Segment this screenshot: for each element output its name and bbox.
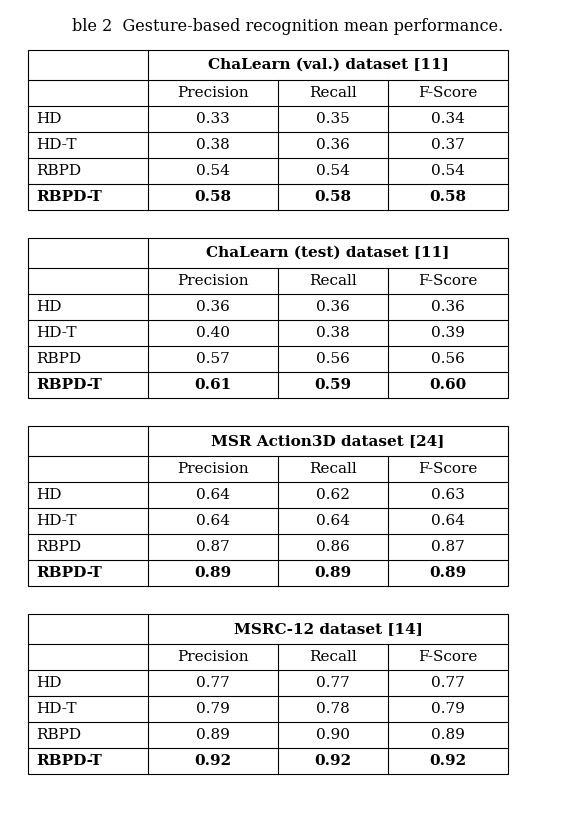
Text: 0.59: 0.59 xyxy=(314,378,351,392)
Text: 0.58: 0.58 xyxy=(430,190,467,204)
Text: 0.57: 0.57 xyxy=(196,352,230,366)
Text: 0.33: 0.33 xyxy=(196,112,230,126)
Text: F-Score: F-Score xyxy=(418,650,478,664)
Text: 0.56: 0.56 xyxy=(316,352,350,366)
Text: MSR Action3D dataset [24]: MSR Action3D dataset [24] xyxy=(211,434,445,448)
Text: 0.79: 0.79 xyxy=(196,702,230,716)
Text: Recall: Recall xyxy=(309,274,357,288)
Text: 0.64: 0.64 xyxy=(316,514,350,528)
Text: 0.36: 0.36 xyxy=(431,300,465,314)
Text: 0.87: 0.87 xyxy=(196,540,230,554)
Text: HD: HD xyxy=(36,488,62,502)
Text: RBPD: RBPD xyxy=(36,352,81,366)
Text: 0.89: 0.89 xyxy=(431,728,465,742)
Text: 0.89: 0.89 xyxy=(314,566,351,580)
Text: 0.58: 0.58 xyxy=(195,190,232,204)
Text: HD-T: HD-T xyxy=(36,702,77,716)
Text: 0.92: 0.92 xyxy=(195,754,232,768)
Text: ChaLearn (test) dataset [11]: ChaLearn (test) dataset [11] xyxy=(206,246,450,260)
Text: 0.90: 0.90 xyxy=(316,728,350,742)
Text: 0.60: 0.60 xyxy=(429,378,467,392)
Text: 0.86: 0.86 xyxy=(316,540,350,554)
Text: RBPD: RBPD xyxy=(36,540,81,554)
Bar xyxy=(28,50,508,210)
Text: RBPD-T: RBPD-T xyxy=(36,190,102,204)
Text: RBPD-T: RBPD-T xyxy=(36,378,102,392)
Text: 0.35: 0.35 xyxy=(316,112,350,126)
Text: Recall: Recall xyxy=(309,462,357,476)
Text: F-Score: F-Score xyxy=(418,462,478,476)
Text: 0.63: 0.63 xyxy=(431,488,465,502)
Text: HD: HD xyxy=(36,300,62,314)
Text: 0.89: 0.89 xyxy=(429,566,467,580)
Text: 0.40: 0.40 xyxy=(196,326,230,340)
Text: 0.58: 0.58 xyxy=(314,190,351,204)
Text: HD-T: HD-T xyxy=(36,326,77,340)
Text: 0.64: 0.64 xyxy=(431,514,465,528)
Text: ble 2  Gesture-based recognition mean performance.: ble 2 Gesture-based recognition mean per… xyxy=(73,18,503,35)
Text: 0.54: 0.54 xyxy=(316,164,350,178)
Text: HD-T: HD-T xyxy=(36,138,77,152)
Text: 0.77: 0.77 xyxy=(316,676,350,690)
Text: 0.56: 0.56 xyxy=(431,352,465,366)
Text: 0.38: 0.38 xyxy=(196,138,230,152)
Text: 0.54: 0.54 xyxy=(196,164,230,178)
Text: 0.36: 0.36 xyxy=(316,138,350,152)
Text: 0.61: 0.61 xyxy=(194,378,232,392)
Text: HD-T: HD-T xyxy=(36,514,77,528)
Text: Precision: Precision xyxy=(177,274,249,288)
Text: 0.64: 0.64 xyxy=(196,488,230,502)
Bar xyxy=(28,426,508,586)
Text: ChaLearn (val.) dataset [11]: ChaLearn (val.) dataset [11] xyxy=(207,58,449,72)
Text: 0.64: 0.64 xyxy=(196,514,230,528)
Text: Precision: Precision xyxy=(177,650,249,664)
Text: HD: HD xyxy=(36,676,62,690)
Text: 0.54: 0.54 xyxy=(431,164,465,178)
Text: F-Score: F-Score xyxy=(418,274,478,288)
Text: Precision: Precision xyxy=(177,86,249,100)
Text: 0.78: 0.78 xyxy=(316,702,350,716)
Text: Precision: Precision xyxy=(177,462,249,476)
Text: 0.36: 0.36 xyxy=(316,300,350,314)
Text: 0.77: 0.77 xyxy=(431,676,465,690)
Text: MSRC-12 dataset [14]: MSRC-12 dataset [14] xyxy=(233,622,422,636)
Text: 0.39: 0.39 xyxy=(431,326,465,340)
Text: 0.77: 0.77 xyxy=(196,676,230,690)
Text: RBPD: RBPD xyxy=(36,164,81,178)
Text: 0.79: 0.79 xyxy=(431,702,465,716)
Text: 0.89: 0.89 xyxy=(196,728,230,742)
Text: RBPD-T: RBPD-T xyxy=(36,754,102,768)
Text: F-Score: F-Score xyxy=(418,86,478,100)
Text: 0.92: 0.92 xyxy=(430,754,467,768)
Bar xyxy=(28,238,508,398)
Text: 0.37: 0.37 xyxy=(431,138,465,152)
Text: Recall: Recall xyxy=(309,650,357,664)
Text: 0.89: 0.89 xyxy=(194,566,232,580)
Text: 0.87: 0.87 xyxy=(431,540,465,554)
Text: 0.36: 0.36 xyxy=(196,300,230,314)
Text: Recall: Recall xyxy=(309,86,357,100)
Text: HD: HD xyxy=(36,112,62,126)
Text: 0.34: 0.34 xyxy=(431,112,465,126)
Text: 0.62: 0.62 xyxy=(316,488,350,502)
Text: RBPD: RBPD xyxy=(36,728,81,742)
Text: 0.92: 0.92 xyxy=(314,754,351,768)
Text: RBPD-T: RBPD-T xyxy=(36,566,102,580)
Bar xyxy=(28,614,508,774)
Text: 0.38: 0.38 xyxy=(316,326,350,340)
